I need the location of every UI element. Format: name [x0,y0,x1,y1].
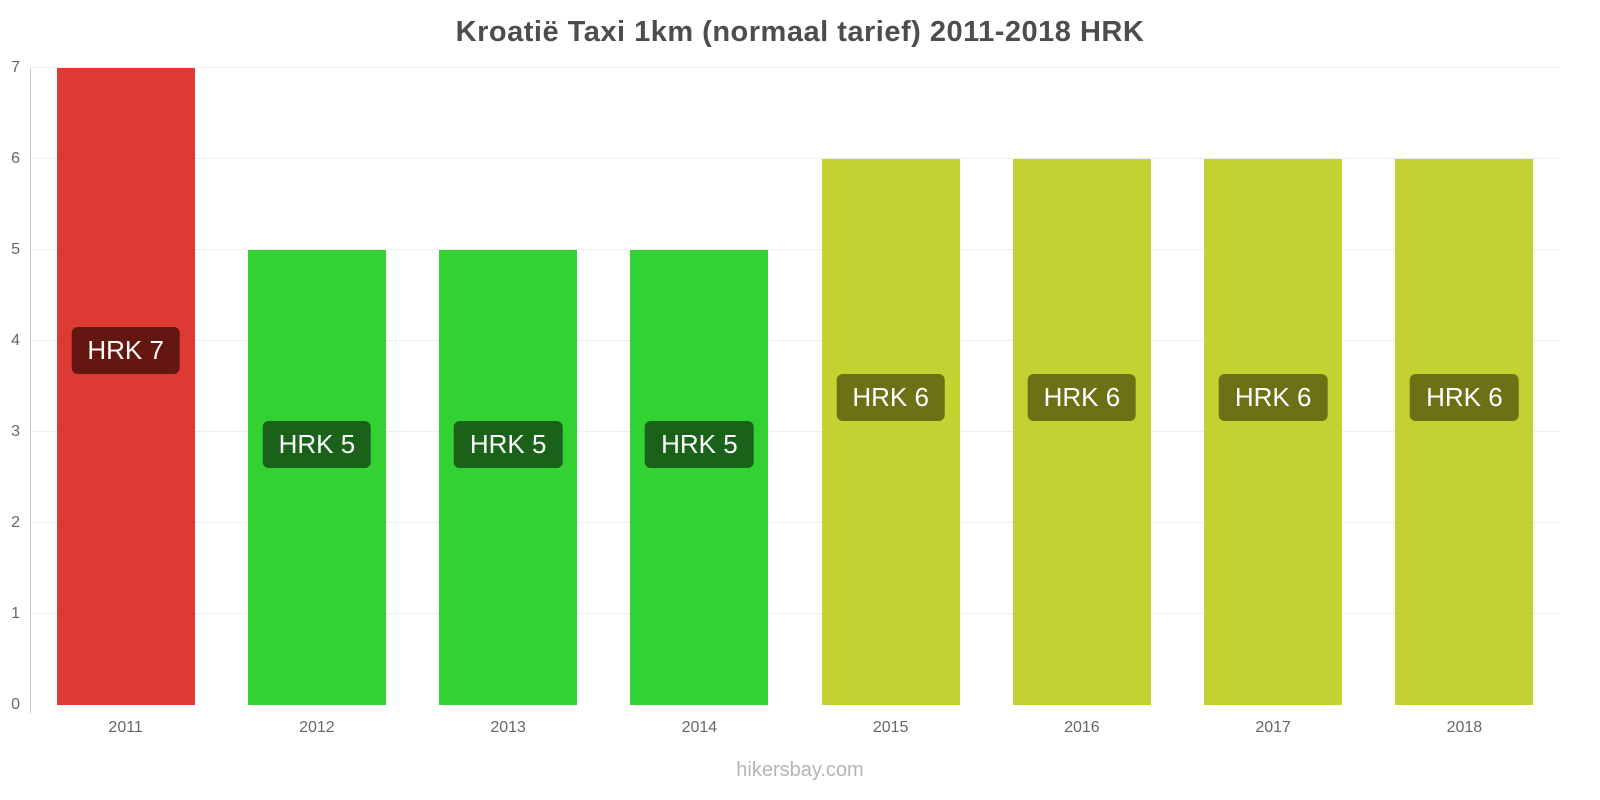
bar-value-badge: HRK 6 [1410,374,1519,422]
x-tick-label: 2018 [1446,719,1483,736]
bar-value-badge: HRK 6 [1027,374,1137,422]
y-axis-line [30,68,31,713]
x-tick-label: 2012 [299,719,335,736]
bar-value-badge: HRK 5 [645,421,754,469]
y-tick-label: 3 [11,423,20,440]
chart-title: Kroatië Taxi 1km (normaal tarief) 2011-2… [455,16,1145,48]
gridline [30,340,1560,341]
y-tick-label: 1 [11,605,20,622]
gridline [30,249,1560,250]
x-tick-label: 2014 [681,719,718,736]
bar-value-badge: HRK 6 [836,374,945,422]
bar-slot: HRK 7 [30,68,221,705]
x-tick-label: 2017 [1255,719,1291,736]
y-tick-label: 2 [11,514,20,531]
gridline [30,67,1560,68]
y-tick-label: 5 [11,241,20,258]
y-tick-label: 6 [11,150,20,167]
gridline [30,522,1560,523]
x-tick-label: 2011 [108,719,143,736]
bar-value-badge: HRK 6 [1218,374,1328,422]
bar-slot: HRK 5 [413,68,604,705]
x-tick-label: 2015 [872,719,909,736]
x-axis-labels: 2011 2012 2013 2014 2015 2016 2017 2018 [30,705,1560,737]
y-tick-label: 7 [11,59,20,76]
bar-slot: HRK 6 [1369,68,1560,705]
bar: HRK 5 [439,250,578,705]
gridline [30,431,1560,432]
bar-slot: HRK 6 [1178,68,1369,705]
bar: HRK 5 [247,250,386,705]
bar-value-badge: HRK 5 [453,421,563,469]
bar-value-badge: HRK 7 [71,326,180,374]
gridline [30,613,1560,614]
bar-slot: HRK 6 [986,68,1177,705]
x-tick-label: 2016 [1064,719,1100,736]
bar-slot: HRK 6 [795,68,986,705]
bar: HRK 5 [630,250,769,705]
bar: HRK 6 [1012,159,1151,705]
y-tick-label: 4 [11,332,20,349]
x-tick-label: 2013 [490,719,526,736]
footer-watermark: hikersbay.com [736,759,864,781]
bar: HRK 6 [1204,159,1343,705]
bar-slot: HRK 5 [221,68,412,705]
bar: HRK 7 [56,68,195,705]
bar-value-badge: HRK 5 [262,421,372,469]
gridline [30,158,1560,159]
bar: HRK 6 [821,159,960,705]
bar: HRK 6 [1395,159,1534,705]
bar-slot: HRK 5 [604,68,795,705]
y-tick-label: 0 [11,696,20,713]
bars: HRK 7 HRK 5 HRK 5 HRK 5 HRK 6 HRK 6 HRK 6 HRK 6 [30,68,1560,705]
